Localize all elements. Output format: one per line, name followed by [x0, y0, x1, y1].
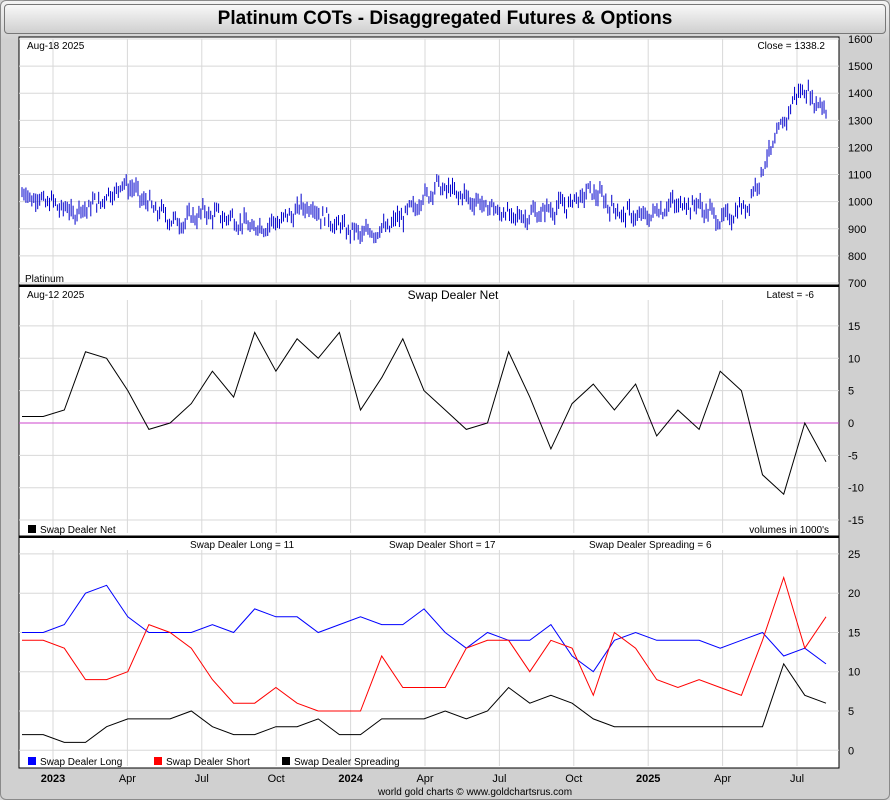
- y-tick-label: 15: [848, 627, 860, 639]
- x-tick-label: Jul: [790, 773, 804, 785]
- x-tick-label: Apr: [714, 773, 731, 785]
- y-tick-label: 1600: [848, 34, 872, 46]
- chart-title: Platinum COTs - Disaggregated Futures & …: [4, 4, 886, 34]
- units-label: volumes in 1000's: [749, 525, 829, 536]
- net-legend-swatch: [28, 525, 36, 533]
- y-tick-label: 700: [848, 278, 866, 290]
- y-tick-label: 0: [848, 745, 854, 757]
- x-tick-label: Apr: [416, 773, 433, 785]
- price-series-label: Platinum: [25, 274, 64, 285]
- y-tick-label: 5: [848, 706, 854, 718]
- y-tick-label: 1200: [848, 142, 872, 154]
- long-series-line: [22, 584, 827, 673]
- short-header-label: Swap Dealer Short = 17: [389, 540, 496, 551]
- x-tick-label: Oct: [268, 773, 285, 785]
- long-legend-swatch: [28, 757, 36, 765]
- series-layer: [19, 79, 839, 743]
- price-close-label: Close = 1338.2: [757, 41, 825, 52]
- net-latest-label: Latest = -6: [766, 290, 814, 301]
- short-legend-label: Swap Dealer Short: [166, 757, 250, 768]
- x-tick-label: 2024: [338, 773, 363, 785]
- y-tick-label: 1400: [848, 88, 872, 100]
- y-tick-label: 0: [848, 418, 854, 430]
- y-tick-label: 1500: [848, 61, 872, 73]
- y-tick-label: 20: [848, 588, 860, 600]
- y-tick-label: -10: [848, 483, 864, 495]
- y-tick-label: 10: [848, 353, 860, 365]
- y-tick-label: 15: [848, 321, 860, 333]
- grid-lines: [19, 38, 839, 766]
- net-panel: [18, 285, 840, 537]
- price-panel: [18, 36, 840, 286]
- x-tick-label: Jul: [195, 773, 209, 785]
- short-series-line: [22, 575, 827, 712]
- spreading-legend-swatch: [282, 757, 290, 765]
- spreading-header-label: Swap Dealer Spreading = 6: [589, 540, 712, 551]
- axis-ticks: 1600150014001300120011001000900800700151…: [848, 34, 872, 757]
- long-legend-label: Swap Dealer Long: [40, 757, 122, 768]
- y-tick-label: 900: [848, 224, 866, 236]
- x-tick-label: Jul: [492, 773, 506, 785]
- net-legend-label: Swap Dealer Net: [40, 525, 116, 536]
- y-tick-label: 25: [848, 549, 860, 561]
- x-tick-label: Apr: [119, 773, 136, 785]
- y-tick-label: 1000: [848, 197, 872, 209]
- x-axis: 2023 Apr Jul Oct 2024 Apr Jul Oct 2025 Apr Jul: [41, 773, 804, 785]
- x-tick-label: 2023: [41, 773, 65, 785]
- y-tick-label: -5: [848, 450, 858, 462]
- x-tick-label: 2025: [636, 773, 660, 785]
- net-series-line: [22, 331, 827, 496]
- y-tick-label: 5: [848, 386, 854, 398]
- net-date-label: Aug-12 2025: [27, 290, 85, 301]
- spreading-series-line: [22, 662, 827, 743]
- net-panel-title: Swap Dealer Net: [408, 288, 499, 302]
- y-tick-label: 10: [848, 667, 860, 679]
- x-tick-label: Oct: [565, 773, 582, 785]
- y-tick-label: 800: [848, 251, 866, 263]
- long-header-label: Swap Dealer Long = 11: [190, 540, 294, 551]
- y-tick-label: -15: [848, 515, 864, 527]
- positions-panel: [18, 536, 840, 769]
- y-tick-label: 1100: [848, 170, 872, 182]
- footer-credit: world gold charts © www.goldchartsrus.co…: [377, 787, 572, 798]
- short-legend-swatch: [154, 757, 162, 765]
- spreading-legend-label: Swap Dealer Spreading: [294, 757, 400, 768]
- y-tick-label: 1300: [848, 115, 872, 127]
- price-date-label: Aug-18 2025: [27, 41, 85, 52]
